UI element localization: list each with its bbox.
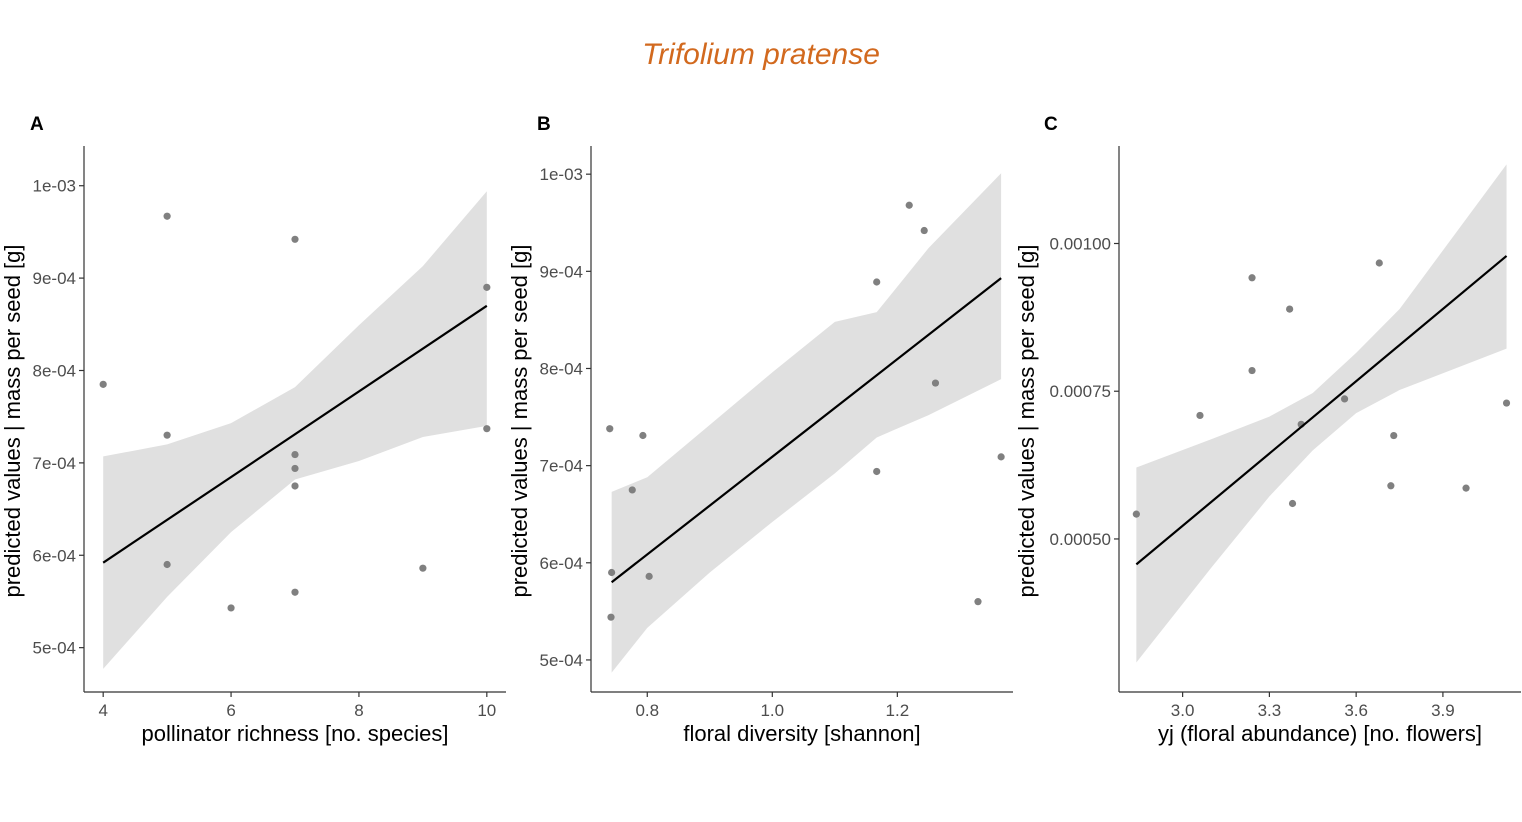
data-point (608, 568, 616, 577)
fit-line (1135, 255, 1508, 566)
data-point (1462, 484, 1470, 492)
data-point (905, 201, 913, 209)
data-point (1248, 366, 1256, 375)
data-point (1248, 274, 1256, 282)
x-tick-label: 1.2 (886, 701, 910, 720)
y-tick-label: 9e-04 (540, 262, 583, 281)
panel-c: 0.00050 0.00075 0.00100 3.0 3.3 3.6 3.9yj (flo… (1014, 114, 1521, 746)
data-point (291, 235, 299, 243)
panel-a: 5e-04 6e-04 7e-04 8e-04 9e-04 1e-03 4 6 8 10 polli… (0, 114, 506, 746)
y-tick-label: 5e-04 (540, 651, 583, 670)
confidence-band (611, 173, 1002, 673)
y-tick-label: 0.00050 (1050, 530, 1111, 549)
data-point (1387, 482, 1395, 490)
panel-label: C (1044, 114, 1058, 135)
y-axis-title: predicted values | mass per seed [g] (1014, 244, 1039, 597)
x-tick-label: 0.8 (635, 701, 659, 720)
x-tick-label: 3.9 (1431, 701, 1455, 720)
data-point (1340, 395, 1349, 403)
x-tick-label: 3.0 (1171, 701, 1195, 720)
data-point (163, 212, 171, 220)
x-tick-label: 10 (477, 701, 496, 720)
y-tick-label: 6e-04 (540, 554, 583, 573)
panel-label: B (537, 114, 551, 135)
x-tick-label: 1.0 (760, 701, 784, 720)
y-tick-label: 9e-04 (33, 269, 76, 288)
x-axis-title: yj (floral abundance) [no. flowers] (1158, 721, 1482, 746)
x-tick-label: 3.3 (1258, 701, 1282, 720)
y-tick-label: 7e-04 (33, 454, 76, 473)
data-point (1196, 411, 1204, 420)
data-point (974, 598, 982, 606)
data-point (873, 467, 881, 476)
x-axis-title: pollinator richness [no. species] (142, 721, 449, 746)
data-point (920, 226, 928, 235)
data-point (639, 431, 647, 440)
x-tick-label: 8 (354, 701, 363, 720)
data-point (291, 588, 299, 596)
y-tick-label: 5e-04 (33, 639, 76, 658)
y-tick-label: 1e-03 (540, 165, 583, 184)
y-tick-label: 7e-04 (540, 457, 583, 476)
data-point (607, 613, 615, 621)
data-point (645, 572, 653, 580)
data-point (419, 564, 427, 572)
figure-title: Trifolium pratense (642, 38, 880, 71)
data-point (1375, 259, 1383, 267)
panel-label: A (30, 114, 44, 135)
data-point (1132, 510, 1140, 518)
fit-line (102, 304, 488, 564)
data-point (873, 278, 881, 286)
data-point (606, 425, 614, 433)
data-point (931, 379, 940, 387)
x-axis-title: floral diversity [shannon] (683, 721, 920, 746)
data-point (1288, 499, 1297, 508)
x-tick-label: 6 (226, 701, 235, 720)
y-tick-label: 8e-04 (540, 359, 583, 378)
panel-b: 5e-04 6e-04 7e-04 8e-04 9e-04 1e-03 0.8 1.0 1.2f… (507, 114, 1013, 746)
data-point (1286, 305, 1294, 313)
data-point (227, 604, 235, 612)
confidence-band (103, 191, 487, 669)
data-point (628, 486, 636, 494)
data-point (99, 380, 107, 388)
data-point (483, 283, 491, 291)
data-point (997, 453, 1005, 461)
data-point (291, 450, 299, 459)
data-point (163, 560, 171, 569)
data-point (1502, 399, 1511, 407)
y-tick-label: 1e-03 (33, 177, 76, 196)
data-point (163, 431, 171, 439)
y-tick-label: 6e-04 (33, 546, 76, 565)
data-point (1390, 431, 1398, 440)
y-axis-title: predicted values | mass per seed [g] (507, 244, 532, 597)
fit-line (610, 277, 1002, 584)
data-point (483, 425, 491, 433)
x-tick-label: 3.6 (1344, 701, 1368, 720)
confidence-band (1136, 164, 1507, 663)
x-tick-label: 4 (98, 701, 107, 720)
data-point (291, 464, 299, 473)
data-point (291, 482, 299, 490)
y-tick-label: 0.00075 (1050, 382, 1111, 401)
y-axis-title: predicted values | mass per seed [g] (0, 244, 25, 597)
y-tick-label: 0.00100 (1050, 235, 1111, 254)
y-tick-label: 8e-04 (33, 361, 76, 380)
